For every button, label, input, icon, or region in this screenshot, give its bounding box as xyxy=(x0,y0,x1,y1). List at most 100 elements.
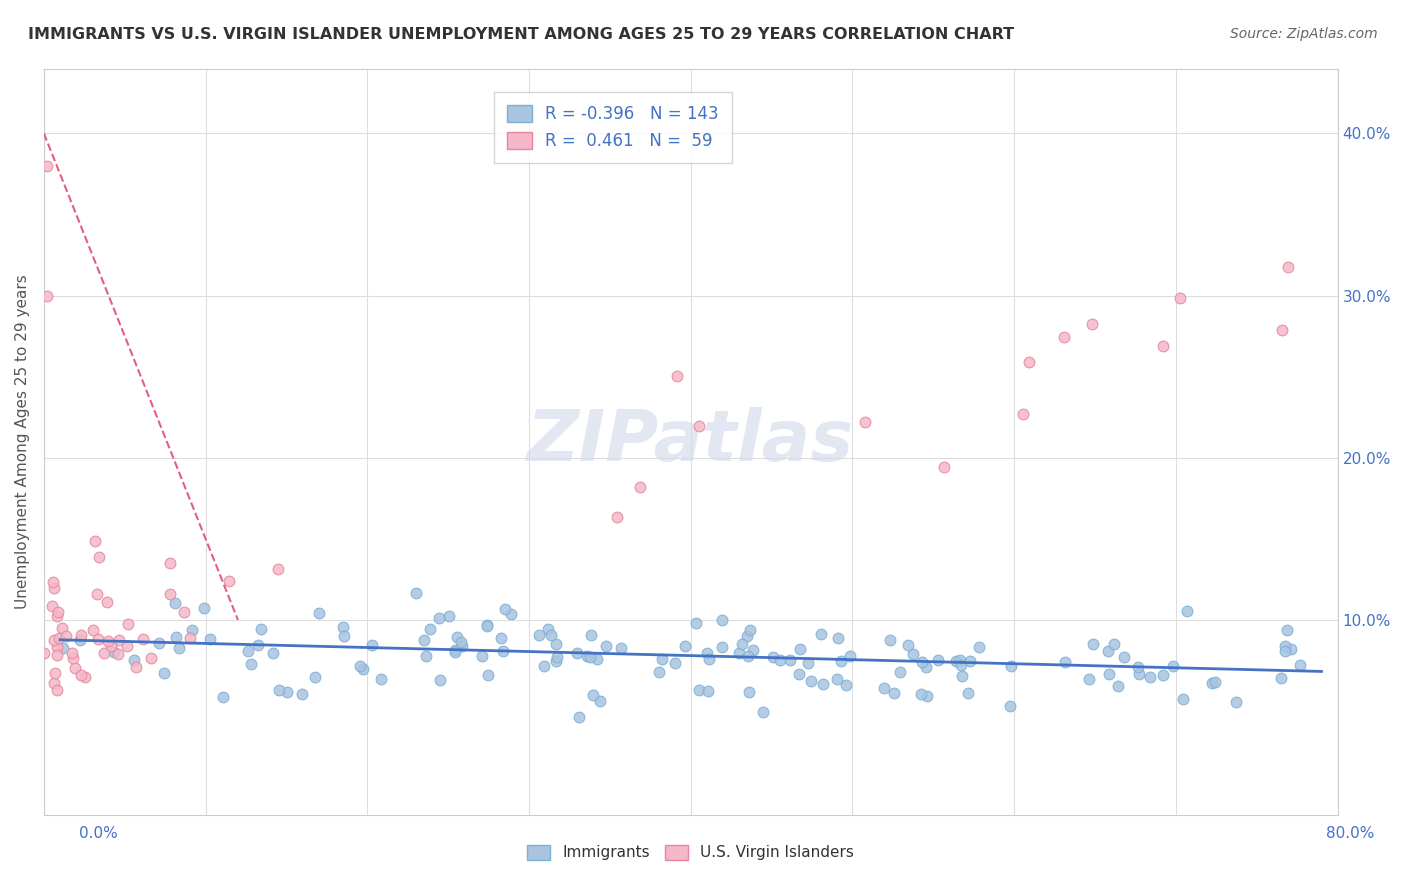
Point xyxy=(247,638,270,652)
Point xyxy=(727,646,749,660)
Point xyxy=(167,640,190,655)
Point xyxy=(46,606,69,620)
Point xyxy=(664,656,686,670)
Point xyxy=(835,678,858,692)
Point xyxy=(1274,639,1296,653)
Point xyxy=(1000,658,1022,673)
Point xyxy=(1173,692,1195,706)
Point xyxy=(1078,672,1101,686)
Point xyxy=(451,639,474,653)
Point xyxy=(413,632,436,647)
Point xyxy=(949,658,972,673)
Point xyxy=(883,686,905,700)
Point xyxy=(610,641,633,656)
Point xyxy=(967,640,990,654)
Point xyxy=(1152,339,1174,353)
Point xyxy=(651,652,673,666)
Point xyxy=(42,633,65,648)
Point xyxy=(853,415,876,429)
Point xyxy=(60,646,83,660)
Point xyxy=(762,650,785,665)
Point xyxy=(304,670,326,684)
Point xyxy=(212,690,235,705)
Point xyxy=(544,654,567,668)
Point xyxy=(55,629,77,643)
Point xyxy=(249,623,271,637)
Point xyxy=(96,595,118,609)
Point xyxy=(606,510,628,524)
Text: 80.0%: 80.0% xyxy=(1326,827,1374,841)
Point xyxy=(86,586,108,600)
Point xyxy=(711,613,734,627)
Point xyxy=(579,649,602,664)
Point xyxy=(1128,667,1150,681)
Point xyxy=(825,672,848,686)
Point xyxy=(108,633,131,648)
Point xyxy=(696,646,718,660)
Point xyxy=(540,628,562,642)
Point xyxy=(267,683,290,698)
Point xyxy=(115,639,138,653)
Point xyxy=(46,648,69,663)
Point xyxy=(1098,667,1121,681)
Point xyxy=(1270,323,1292,337)
Point xyxy=(740,624,762,638)
Point xyxy=(827,631,849,645)
Point xyxy=(927,653,949,667)
Point xyxy=(737,648,759,663)
Point xyxy=(956,686,979,700)
Point xyxy=(696,684,718,698)
Point xyxy=(97,633,120,648)
Point xyxy=(475,618,498,632)
Point xyxy=(688,419,710,434)
Point xyxy=(950,668,973,682)
Point xyxy=(83,534,105,549)
Point xyxy=(477,617,499,632)
Point xyxy=(44,582,66,596)
Point xyxy=(48,631,70,645)
Point xyxy=(427,611,450,625)
Point xyxy=(489,631,512,645)
Point xyxy=(444,643,467,657)
Point xyxy=(45,640,67,654)
Point xyxy=(42,575,65,590)
Point xyxy=(1053,330,1076,344)
Point xyxy=(132,632,155,647)
Point xyxy=(107,648,129,662)
Point xyxy=(173,606,195,620)
Point xyxy=(152,666,174,681)
Point xyxy=(579,628,602,642)
Point xyxy=(370,673,392,687)
Point xyxy=(897,638,920,652)
Point xyxy=(595,639,617,653)
Point xyxy=(673,640,696,654)
Point xyxy=(163,596,186,610)
Point xyxy=(103,645,125,659)
Point xyxy=(1270,671,1292,685)
Point xyxy=(239,657,262,671)
Point xyxy=(405,586,427,600)
Point xyxy=(1018,355,1040,369)
Point xyxy=(181,623,204,637)
Legend: R = -0.396   N = 143, R =  0.461   N =  59: R = -0.396 N = 143, R = 0.461 N = 59 xyxy=(494,92,733,163)
Point xyxy=(582,689,605,703)
Point xyxy=(666,369,689,384)
Point xyxy=(361,639,384,653)
Point xyxy=(546,649,568,664)
Point xyxy=(37,288,59,302)
Point xyxy=(879,632,901,647)
Point xyxy=(769,653,792,667)
Point xyxy=(813,677,835,691)
Point xyxy=(949,653,972,667)
Point xyxy=(51,621,73,635)
Point xyxy=(125,660,148,674)
Point xyxy=(1107,679,1129,693)
Point xyxy=(100,639,122,653)
Point xyxy=(810,626,832,640)
Point xyxy=(73,670,96,684)
Point xyxy=(1152,668,1174,682)
Point xyxy=(917,689,939,703)
Point xyxy=(117,617,139,632)
Point xyxy=(477,668,499,682)
Point xyxy=(735,629,758,643)
